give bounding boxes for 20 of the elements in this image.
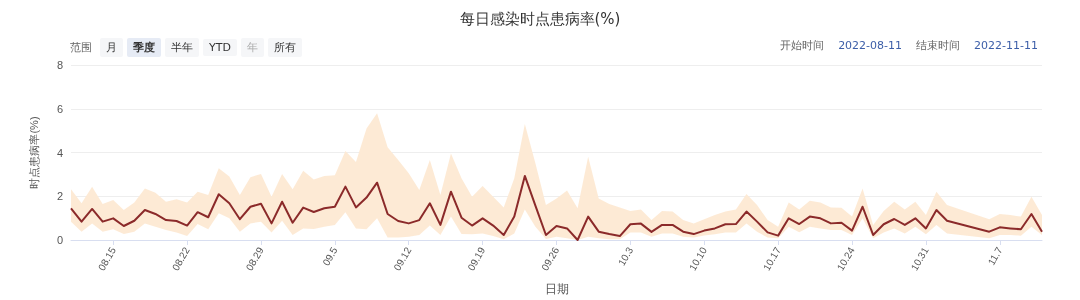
y-tick-label: 8 bbox=[56, 59, 63, 71]
y-tick-label: 6 bbox=[56, 102, 63, 115]
y-tick-label: 4 bbox=[56, 146, 63, 159]
text: 半年 bbox=[165, 38, 199, 57]
y-axis-title: 时点患病率(%) bbox=[27, 116, 40, 189]
text: 月 bbox=[100, 38, 123, 57]
text: 开始时间 bbox=[779, 38, 826, 53]
text: 所有 bbox=[267, 38, 302, 57]
text: 范围 bbox=[69, 40, 93, 55]
text: 2022-11-11 bbox=[973, 39, 1039, 52]
text: 季度 bbox=[127, 38, 161, 57]
y-tick-label: 2 bbox=[56, 190, 63, 203]
x-axis-title: 日期 bbox=[544, 282, 569, 296]
text: 2022-08-11 bbox=[837, 39, 904, 52]
line-series bbox=[70, 174, 1043, 241]
text: 年 bbox=[240, 38, 264, 57]
text: 结束时间 bbox=[915, 38, 962, 53]
y-tick-label: 0 bbox=[56, 234, 63, 246]
chart-title: 每日感染时点患病率(%) bbox=[459, 9, 621, 28]
text: YTD bbox=[203, 39, 237, 56]
